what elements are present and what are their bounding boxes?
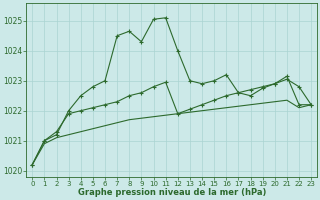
X-axis label: Graphe pression niveau de la mer (hPa): Graphe pression niveau de la mer (hPa)	[77, 188, 266, 197]
